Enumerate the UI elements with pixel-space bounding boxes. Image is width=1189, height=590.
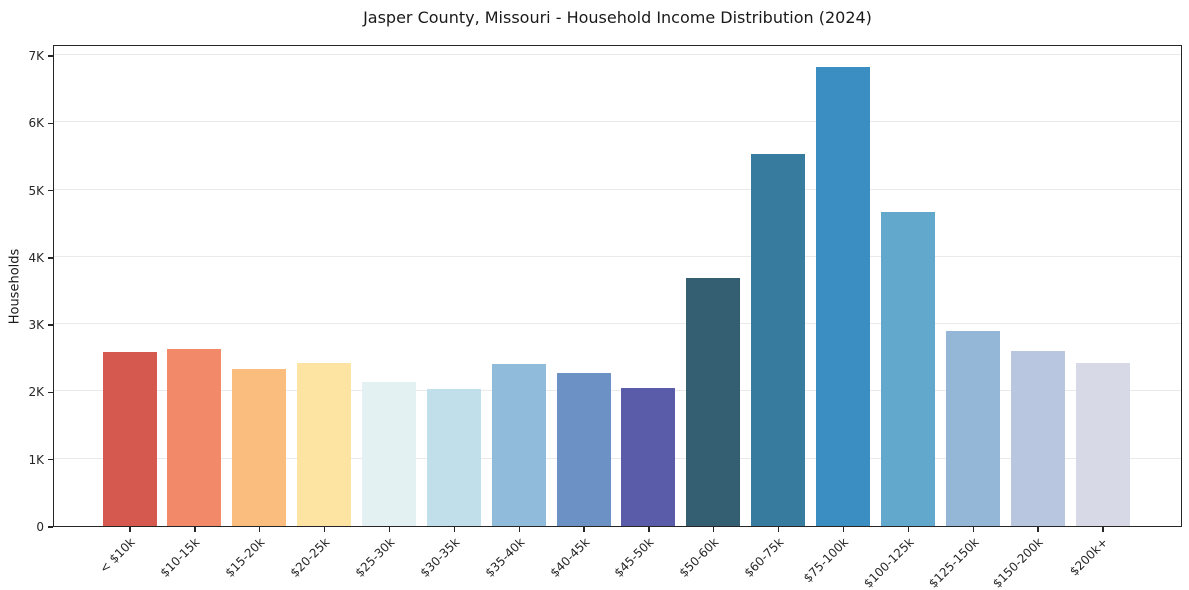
x-tick-mark [453,527,456,532]
x-tick-label: $40-45k [547,535,592,580]
x-tick-mark [648,527,650,532]
y-tick-label: 6K [28,116,44,131]
y-tick-mark [48,526,53,528]
x-tick-label: $100-125k [860,535,917,590]
bar [361,382,416,526]
bar [686,278,741,526]
y-tick-label: 0 [36,520,44,534]
x-tick-mark [713,527,715,532]
x-tick-label: $50-60k [676,535,722,580]
y-tick-label: 7K [28,49,44,63]
x-tick-label: $30-35k [417,535,463,580]
x-tick-mark [129,527,131,532]
x-tick-label: $75-100k [801,535,852,586]
x-tick-mark [1102,527,1104,532]
gridline [54,255,1181,257]
y-tick-mark [48,189,53,192]
bar [556,373,611,526]
gridline [54,121,1181,123]
gridline [54,54,1181,55]
x-tick-mark [388,527,391,532]
bar [816,67,871,526]
x-tick-mark [1037,527,1039,532]
x-tick-mark [259,527,261,532]
bar [751,153,806,526]
x-tick-label: $35-40k [482,535,528,580]
y-tick-mark [48,391,53,394]
x-tick-label: $150-200k [990,535,1047,590]
bar [491,363,546,526]
bar [1010,351,1065,526]
gridline [54,390,1181,392]
bar [621,388,676,526]
y-tick-mark [48,122,53,124]
chart-title: Jasper County, Missouri - Household Inco… [363,8,872,27]
x-tick-label: $125-150k [925,535,982,590]
gridline [54,188,1181,190]
bar [1075,363,1130,526]
bar [102,352,157,526]
bar [945,330,1000,526]
x-tick-label: $15-20k [222,535,268,580]
y-tick-label: 4K [28,250,44,265]
x-tick-mark [323,527,326,532]
x-tick-label: $25-30k [352,535,398,580]
y-tick-mark [48,459,53,461]
x-tick-mark [907,527,910,532]
x-tick-mark [194,527,196,532]
bar [232,369,287,526]
x-tick-mark [972,527,974,532]
bar [426,389,481,526]
y-tick-label: 5K [28,183,44,198]
bar [880,211,935,526]
bar [167,349,222,526]
gridline [54,457,1181,459]
x-tick-mark [583,527,585,532]
x-tick-label: $10-15k [157,535,203,580]
x-tick-mark [518,527,520,532]
x-tick-label: $60-75k [741,535,787,580]
bar [297,363,352,526]
y-tick-label: 2K [28,385,44,400]
y-tick-label: 1K [28,452,44,467]
gridline [54,323,1181,325]
x-tick-mark [777,527,780,532]
y-tick-label: 3K [28,318,44,333]
y-tick-mark [48,55,53,57]
y-tick-mark [48,324,53,326]
x-tick-label: < $10k [97,535,138,576]
x-tick-label: $200k+ [1067,535,1111,579]
plot-area [53,45,1182,527]
x-tick-mark [842,527,845,532]
x-tick-label: $45-50k [611,535,657,580]
y-tick-mark [48,257,53,259]
x-tick-label: $20-25k [287,535,333,580]
